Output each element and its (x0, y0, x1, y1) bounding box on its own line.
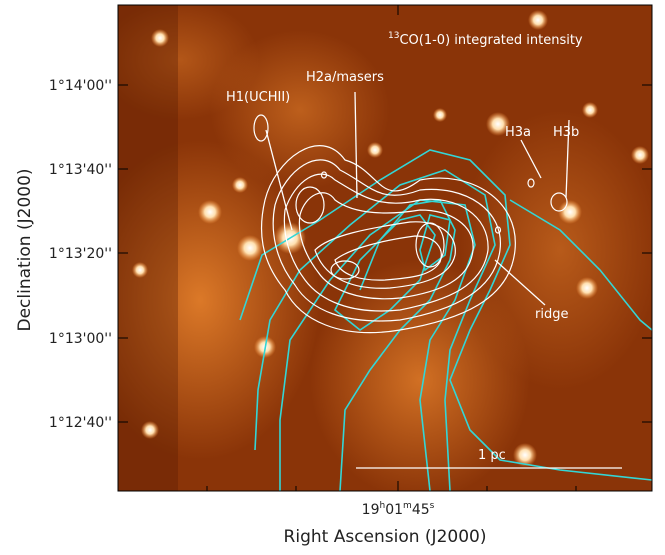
y-tick-label: 1°12'40'' (49, 415, 112, 431)
x-tick-unit: h (379, 501, 385, 511)
y-tick-label: 1°13'00'' (49, 331, 112, 347)
annotation: H1(UCHII) (226, 90, 290, 105)
stars (132, 10, 649, 467)
annotation: H2a/masers (306, 70, 384, 85)
y-axis-label: Declination (J2000) (15, 168, 35, 331)
y-ticks: 1°14'00'' 1°13'40'' 1°13'20'' 1°13'00'' … (49, 78, 112, 431)
x-tick-part: 01 (385, 502, 403, 518)
frame (117, 4, 653, 492)
annotation: H3b (553, 125, 579, 140)
y-tick-label: 1°13'20'' (49, 246, 112, 262)
title: 13CO(1-0) integrated intensity (388, 31, 583, 48)
title-iso: 13 (388, 31, 399, 41)
x-tick-unit: m (403, 501, 412, 511)
title-text: CO(1-0) integrated intensity (399, 33, 582, 48)
annotation: H3a (505, 125, 531, 140)
cyan-contours (239, 149, 652, 491)
annotation: 1 pc (478, 448, 506, 463)
y-tick-label: 1°13'40'' (49, 162, 112, 178)
x-tick-part: 45 (412, 502, 430, 518)
x-axis-label: Right Ascension (J2000) (284, 527, 487, 547)
y-tick-label: 1°14'00'' (49, 78, 112, 94)
frame-ticks (118, 5, 652, 491)
x-tick-unit: s (430, 501, 435, 511)
x-tick-label: 19h01m45s (362, 501, 435, 518)
pointer-lines (265, 91, 622, 469)
image (118, 5, 652, 491)
white-contours (253, 114, 568, 334)
annotation: ridge (535, 307, 568, 322)
x-tick-part: 19 (362, 502, 380, 518)
